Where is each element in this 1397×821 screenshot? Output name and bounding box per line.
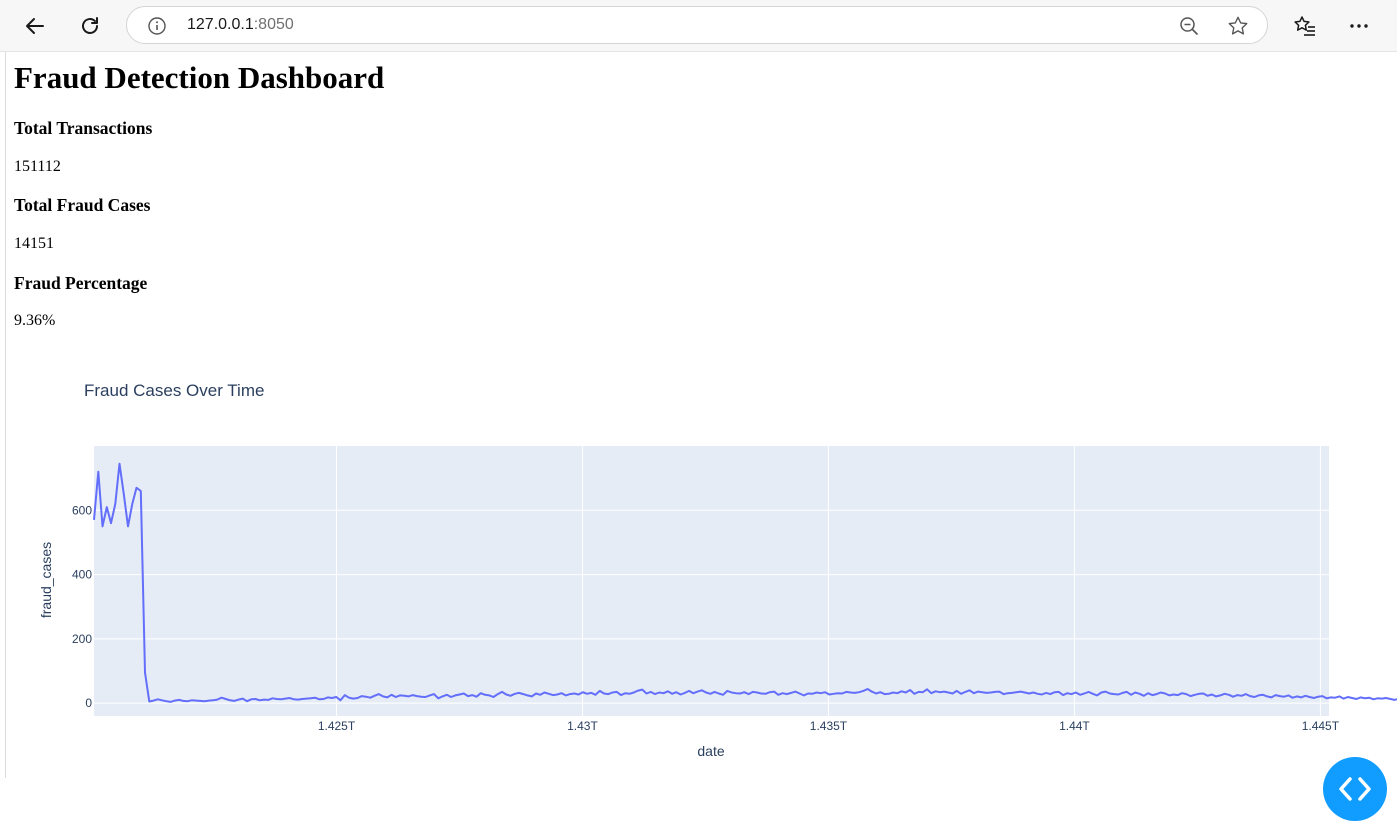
y-tick-label: 200 xyxy=(72,632,92,646)
url-text[interactable]: 127.0.0.1:8050 xyxy=(187,16,294,34)
zoom-out-icon[interactable] xyxy=(1179,16,1199,36)
favorites-icon xyxy=(1294,16,1315,36)
reload-button[interactable] xyxy=(74,10,106,42)
plot-area[interactable] xyxy=(94,446,1329,716)
star-icon[interactable] xyxy=(1227,15,1249,37)
series-layer xyxy=(93,462,1397,703)
more-icon xyxy=(1350,24,1368,28)
more-button[interactable] xyxy=(1343,10,1375,42)
back-button[interactable] xyxy=(19,10,51,42)
x-tick-label: 1.435T xyxy=(810,719,848,733)
x-tick-label: 1.44T xyxy=(1059,719,1090,733)
page-content: Fraud Detection Dashboard Total Transact… xyxy=(5,52,1397,821)
series-line xyxy=(93,462,1397,703)
x-tick-label: 1.43T xyxy=(567,719,598,733)
stat-label-fraud-cases: Total Fraud Cases xyxy=(14,195,151,215)
url-port: :8050 xyxy=(253,16,294,33)
back-icon xyxy=(26,18,44,34)
stat-value-transactions: 151112 xyxy=(14,158,61,175)
dev-tools-toggle-button[interactable] xyxy=(1323,757,1387,821)
y-tick-label: 600 xyxy=(72,503,92,517)
url-host: 127.0.0.1 xyxy=(187,16,254,33)
x-tick-label: 1.445T xyxy=(1302,719,1340,733)
y-tick-label: 400 xyxy=(72,568,92,582)
y-tick-label: 0 xyxy=(85,696,92,710)
address-bar[interactable]: 127.0.0.1:8050 xyxy=(126,6,1268,44)
y-axis-title: fraud_cases xyxy=(38,542,54,618)
fraud-chart[interactable]: Fraud Cases Over Time 0 200 400 600 1.425T 1.… xyxy=(6,52,1397,783)
chart-title: Fraud Cases Over Time xyxy=(84,381,264,400)
code-brackets-icon xyxy=(1339,777,1371,801)
stat-label-transactions: Total Transactions xyxy=(14,118,153,138)
browser-toolbar: 127.0.0.1:8050 xyxy=(0,0,1397,52)
reload-icon xyxy=(82,17,98,34)
stat-value-fraud-percentage: 9.36% xyxy=(14,312,56,329)
page-title: Fraud Detection Dashboard xyxy=(14,60,385,95)
grid-lines xyxy=(94,446,1329,716)
chart-svg[interactable]: Fraud Cases Over Time 0 200 400 600 1.425T 1.… xyxy=(6,52,1397,778)
stat-value-fraud-cases: 14151 xyxy=(14,235,54,252)
x-tick-label: 1.425T xyxy=(318,719,356,733)
x-axis-title: date xyxy=(697,743,724,759)
stat-label-fraud-percentage: Fraud Percentage xyxy=(14,273,148,293)
tick-labels: 02004006001.425T1.43T1.435T1.44T1.445T1.… xyxy=(72,503,1340,733)
info-icon[interactable] xyxy=(147,16,167,36)
favorites-button[interactable] xyxy=(1289,10,1321,42)
